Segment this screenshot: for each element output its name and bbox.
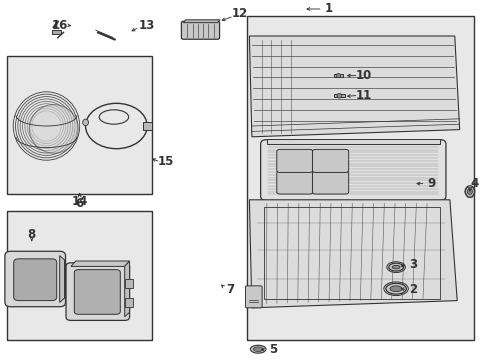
Ellipse shape bbox=[391, 265, 399, 269]
Bar bbox=[7, 56, 151, 194]
Text: 7: 7 bbox=[225, 283, 233, 296]
Ellipse shape bbox=[336, 94, 341, 98]
Bar bbox=[52, 30, 61, 34]
Text: 11: 11 bbox=[355, 89, 372, 102]
Text: 16: 16 bbox=[51, 19, 68, 32]
FancyBboxPatch shape bbox=[181, 21, 219, 39]
FancyBboxPatch shape bbox=[5, 251, 65, 307]
Text: 9: 9 bbox=[427, 177, 434, 190]
FancyBboxPatch shape bbox=[66, 263, 129, 320]
Ellipse shape bbox=[388, 263, 403, 271]
Ellipse shape bbox=[336, 73, 340, 78]
Text: 12: 12 bbox=[231, 7, 247, 20]
Text: 8: 8 bbox=[28, 228, 36, 240]
Polygon shape bbox=[249, 36, 459, 137]
Ellipse shape bbox=[82, 119, 88, 126]
Bar bbox=[7, 211, 151, 340]
Bar bbox=[333, 94, 344, 97]
Polygon shape bbox=[249, 200, 456, 308]
Bar bbox=[264, 207, 439, 299]
Text: 15: 15 bbox=[158, 156, 174, 168]
FancyBboxPatch shape bbox=[312, 149, 348, 172]
Ellipse shape bbox=[467, 189, 471, 194]
Bar bbox=[124, 279, 133, 288]
Polygon shape bbox=[183, 20, 220, 23]
Text: 14: 14 bbox=[71, 195, 88, 208]
Bar bbox=[333, 74, 342, 77]
Text: 3: 3 bbox=[408, 258, 416, 271]
Ellipse shape bbox=[250, 345, 265, 353]
Polygon shape bbox=[60, 256, 64, 302]
Ellipse shape bbox=[389, 286, 401, 292]
Text: 13: 13 bbox=[138, 19, 155, 32]
Bar bbox=[124, 298, 133, 307]
Text: 1: 1 bbox=[324, 3, 332, 15]
Bar bbox=[246, 16, 473, 340]
FancyBboxPatch shape bbox=[74, 270, 120, 314]
Ellipse shape bbox=[385, 283, 406, 294]
Ellipse shape bbox=[464, 186, 474, 197]
FancyBboxPatch shape bbox=[260, 140, 445, 201]
FancyBboxPatch shape bbox=[276, 171, 312, 194]
FancyBboxPatch shape bbox=[14, 259, 57, 301]
Polygon shape bbox=[124, 261, 129, 317]
Text: 5: 5 bbox=[268, 343, 276, 356]
Ellipse shape bbox=[253, 347, 263, 351]
Text: 4: 4 bbox=[469, 177, 477, 190]
Text: 10: 10 bbox=[355, 69, 372, 82]
FancyBboxPatch shape bbox=[245, 286, 262, 308]
Polygon shape bbox=[266, 139, 439, 144]
FancyBboxPatch shape bbox=[312, 171, 348, 194]
Polygon shape bbox=[71, 261, 129, 266]
Bar bbox=[143, 122, 152, 130]
Text: 2: 2 bbox=[408, 283, 416, 296]
Ellipse shape bbox=[29, 104, 78, 153]
Text: 6: 6 bbox=[76, 197, 83, 210]
FancyBboxPatch shape bbox=[276, 149, 312, 172]
